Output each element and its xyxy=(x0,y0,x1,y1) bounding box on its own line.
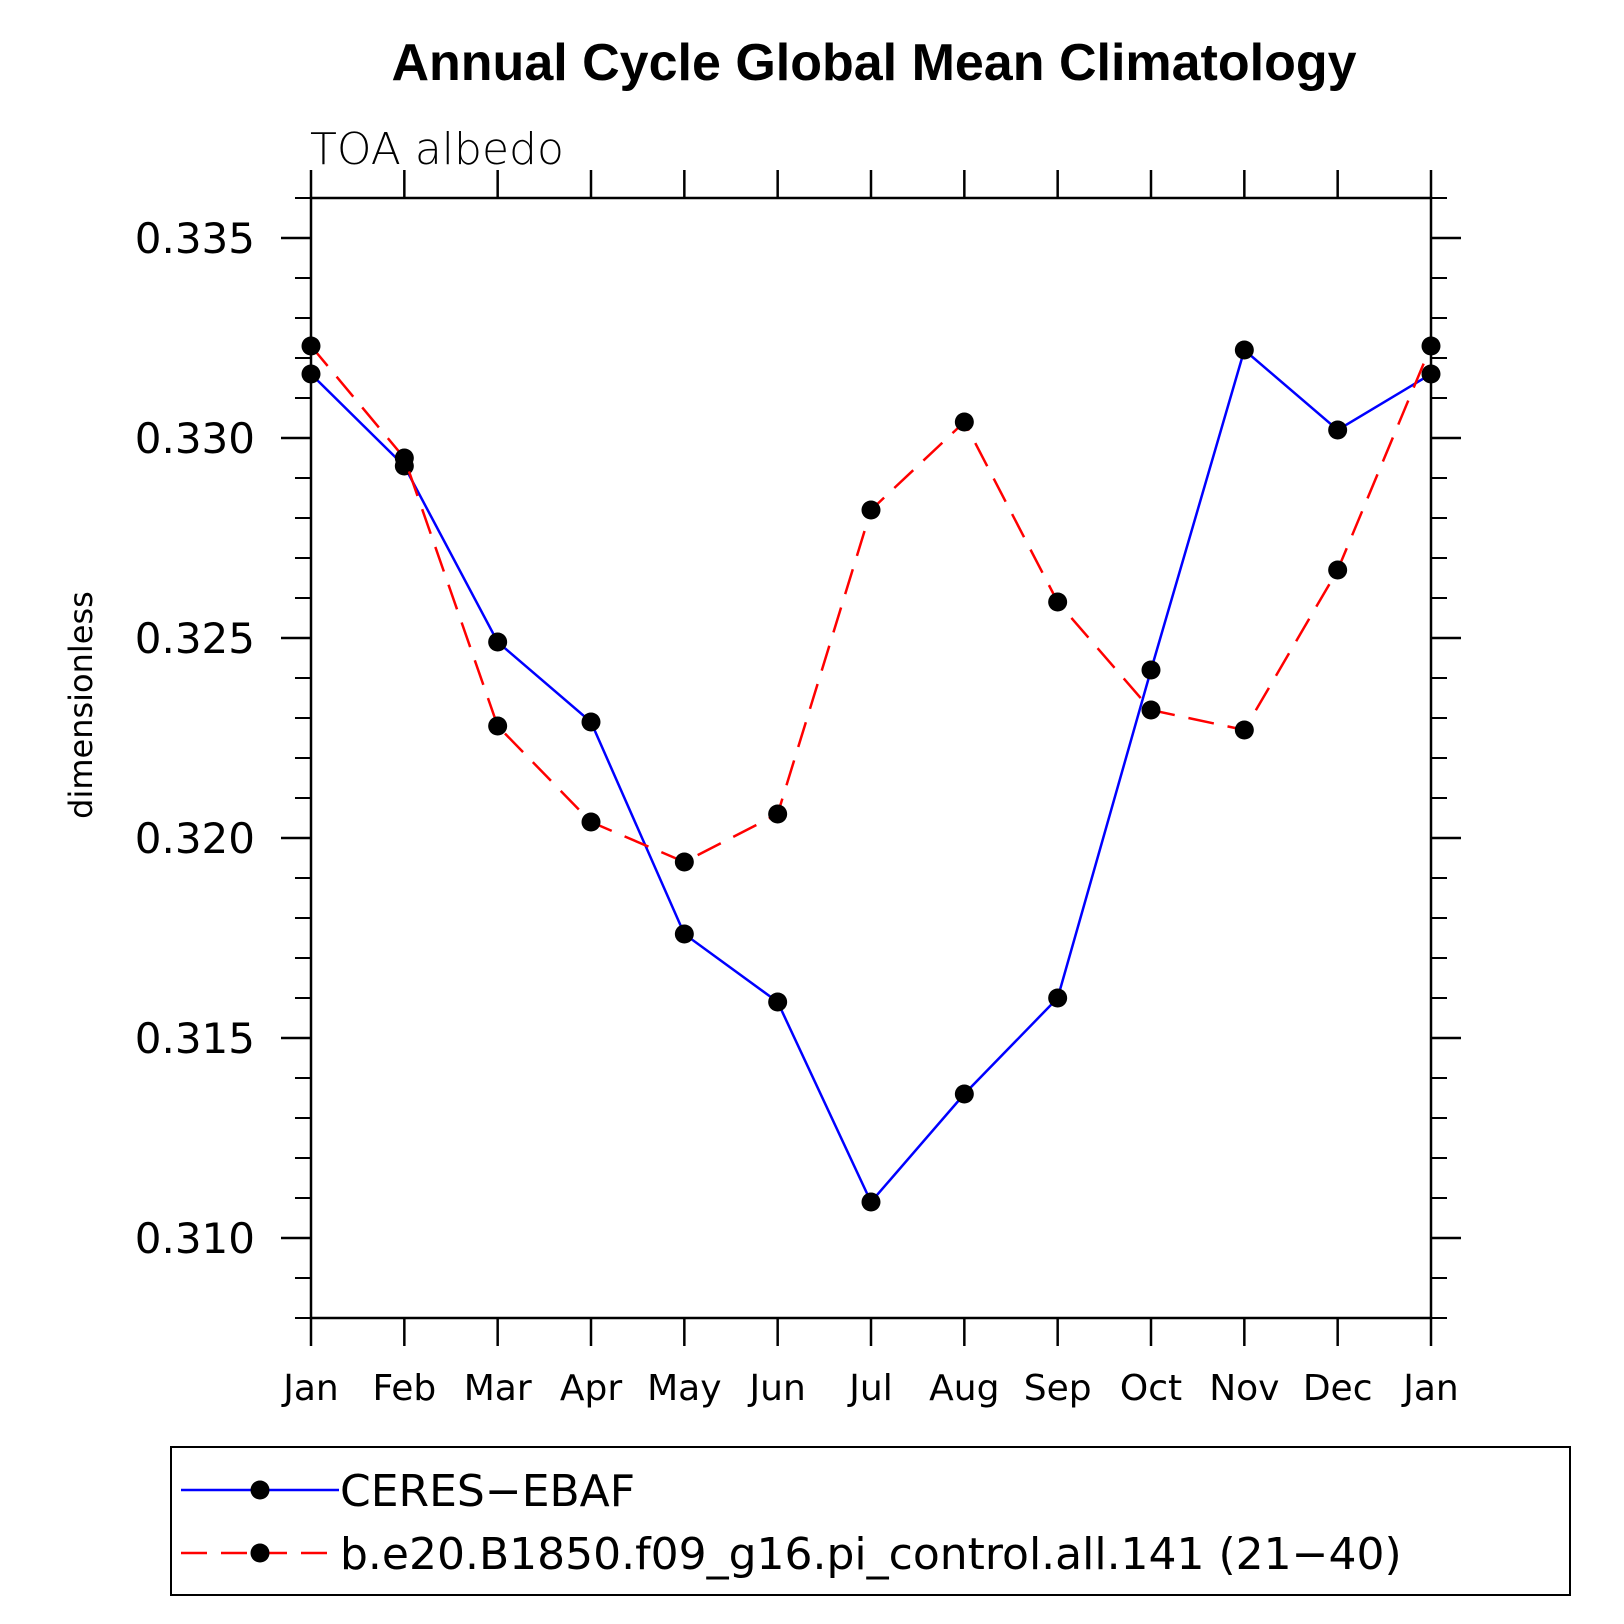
series-line-0 xyxy=(310,347,1432,1205)
y-tick-label: 0.310 xyxy=(135,1214,255,1263)
x-tick-label: Mar xyxy=(464,1368,532,1409)
y-tick-label: 0.325 xyxy=(135,614,255,663)
series-1 xyxy=(301,336,1441,872)
chart-title: Annual Cycle Global Mean Climatology xyxy=(391,34,1356,92)
data-point xyxy=(1141,700,1161,720)
data-point xyxy=(1234,720,1254,740)
legend-marker xyxy=(250,1480,270,1500)
data-point xyxy=(674,924,694,944)
series-layer xyxy=(301,336,1441,1212)
x-tick-label: Jun xyxy=(748,1368,806,1409)
x-tick-label: Dec xyxy=(1303,1368,1373,1409)
data-point xyxy=(861,1192,881,1212)
legend-marker xyxy=(250,1543,270,1563)
data-point xyxy=(1141,660,1161,680)
legend: CERES−EBAF b.e20.B1850.f09_g16.pi_control… xyxy=(170,1446,1571,1596)
data-point xyxy=(488,716,508,736)
data-point xyxy=(768,992,788,1012)
data-point xyxy=(1328,560,1348,580)
data-point xyxy=(488,632,508,652)
data-point xyxy=(301,364,321,384)
data-point xyxy=(861,500,881,520)
y-tick-label: 0.320 xyxy=(135,814,255,863)
data-point xyxy=(674,852,694,872)
data-point xyxy=(1234,340,1254,360)
x-tick-label: Aug xyxy=(929,1368,999,1409)
data-point xyxy=(954,412,974,432)
x-tick-label: Jan xyxy=(1401,1368,1459,1409)
x-tick-label: Sep xyxy=(1024,1368,1092,1409)
data-point xyxy=(301,336,321,356)
data-point xyxy=(581,712,601,732)
y-tick-label: 0.315 xyxy=(135,1014,255,1063)
x-tick-label: Nov xyxy=(1209,1368,1279,1409)
legend-label: CERES−EBAF xyxy=(340,1466,635,1517)
x-tick-label: Jul xyxy=(847,1368,892,1409)
data-point xyxy=(581,812,601,832)
series-0 xyxy=(301,340,1441,1212)
x-tick-label: Jan xyxy=(281,1368,339,1409)
x-tick-label: May xyxy=(647,1368,721,1409)
data-point xyxy=(954,1084,974,1104)
data-point xyxy=(768,804,788,824)
x-tick-label: Feb xyxy=(372,1368,436,1409)
data-point xyxy=(1421,336,1441,356)
x-tick-label: Oct xyxy=(1120,1368,1182,1409)
legend-label: b.e20.B1850.f09_g16.pi_control.all.141 (… xyxy=(340,1529,1402,1580)
plot-axes: Jan Feb Mar Apr May Jun Jul Aug Sep Oct Nov Dec Jan 0… xyxy=(135,170,1461,1409)
legend-box xyxy=(170,1446,1571,1596)
chart-subtitle: TOA albedo xyxy=(310,124,564,175)
data-point xyxy=(1328,420,1348,440)
data-point xyxy=(1421,364,1441,384)
x-tick-label: Apr xyxy=(560,1368,622,1409)
series-line-1 xyxy=(310,345,1433,864)
data-point xyxy=(1048,592,1068,612)
y-axis-label: dimensionless xyxy=(62,591,100,819)
y-tick-label: 0.330 xyxy=(135,414,255,463)
data-point xyxy=(394,448,414,468)
y-tick-label: 0.335 xyxy=(135,214,255,263)
data-point xyxy=(1048,988,1068,1008)
